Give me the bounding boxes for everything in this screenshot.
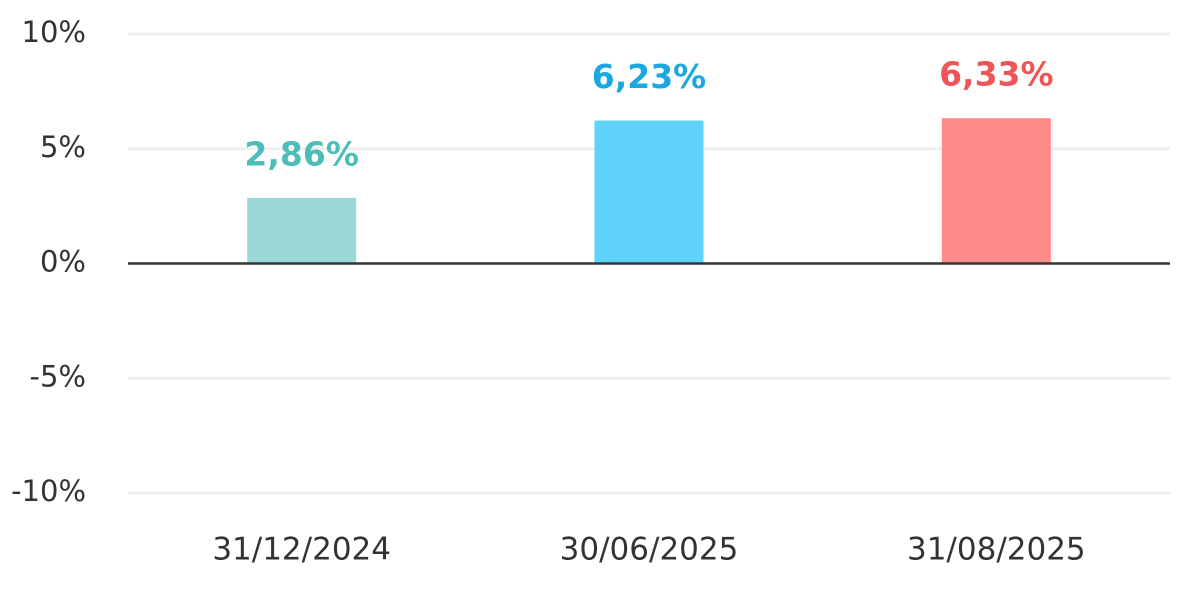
y-tick-label: 0%	[40, 245, 86, 279]
y-tick-label: -10%	[11, 474, 86, 508]
value-label: 6,33%	[939, 55, 1054, 94]
x-tick-label: 30/06/2025	[560, 532, 739, 568]
bar	[941, 118, 1051, 264]
bar	[594, 120, 704, 264]
y-tick-label: 5%	[40, 130, 86, 164]
bar	[247, 197, 357, 264]
value-label: 2,86%	[244, 134, 359, 173]
x-tick-label: 31/12/2024	[212, 532, 391, 568]
y-tick-label: 10%	[22, 15, 86, 49]
x-tick-label: 31/08/2025	[907, 532, 1086, 568]
y-tick-label: -5%	[30, 359, 86, 393]
value-label: 6,23%	[592, 57, 707, 96]
